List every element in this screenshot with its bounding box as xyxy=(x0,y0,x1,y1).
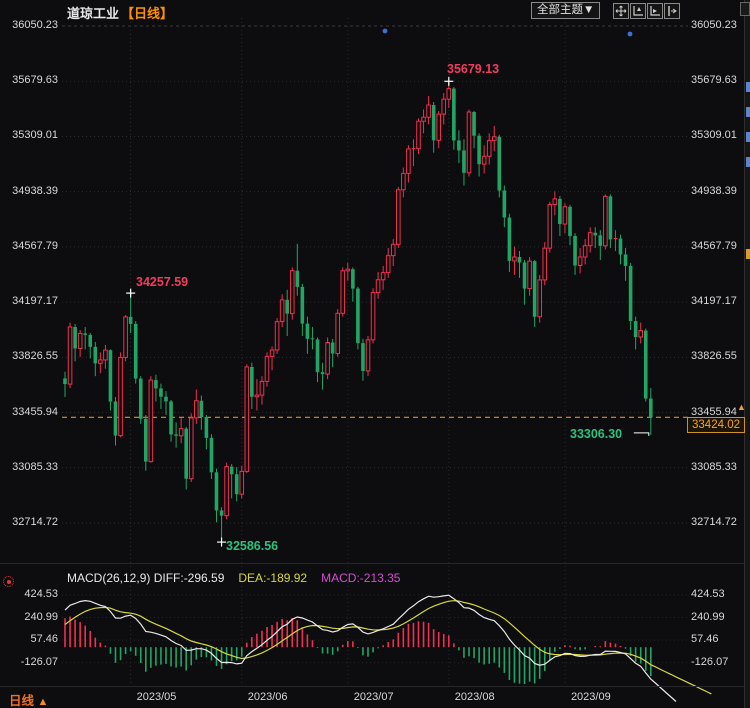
event-marker-icon xyxy=(382,28,388,34)
clipped-panel-text xyxy=(746,132,750,142)
y-axis-label: 33826.55 xyxy=(691,350,737,363)
pane-divider xyxy=(0,563,750,564)
clipped-panel-text xyxy=(746,249,750,259)
x-axis-zoom-icon[interactable] xyxy=(647,3,663,19)
y-axis-label: 57.46 xyxy=(691,633,719,646)
theme-selector-dropdown[interactable]: 全部主题▼ xyxy=(531,2,601,19)
clipped-panel-text xyxy=(746,107,750,117)
y-axis-label: 33455.94 xyxy=(12,405,58,418)
y-axis-label: 424.53 xyxy=(691,587,725,600)
timeframe-up-arrow-icon: ▲ xyxy=(37,696,49,708)
y-axis-label: 33085.33 xyxy=(12,460,58,473)
collapsed-quote-panel[interactable] xyxy=(744,0,750,708)
clipped-panel-text xyxy=(746,157,750,167)
y-axis-label: 34938.39 xyxy=(12,184,58,197)
y-axis-label: 33826.55 xyxy=(12,350,58,363)
macd-dea-value: DEA:-189.92 xyxy=(238,571,308,585)
recent-low-annotation: 33306.30 xyxy=(570,427,623,441)
y-axis-label: 34197.17 xyxy=(691,295,737,308)
last-price-tag: 33424.02 xyxy=(687,417,745,433)
timeframe-selector[interactable]: 日线 ▲ xyxy=(9,690,48,708)
panel-expand-button[interactable] xyxy=(740,2,750,16)
timeframe-label: 日线 xyxy=(9,694,35,708)
y-axis-label: 34197.17 xyxy=(12,295,58,308)
y-axis-label: 34567.79 xyxy=(691,239,737,252)
macd-bar-value: MACD:-213.35 xyxy=(321,571,401,585)
y-axis-label: 424.53 xyxy=(24,587,58,600)
y-axis-label: 33085.33 xyxy=(691,460,737,473)
y-axis-label: 240.99 xyxy=(24,610,58,623)
price-scroll-arrow-icon[interactable]: ▲ xyxy=(737,402,746,412)
x-axis-label: 2023/06 xyxy=(247,691,288,703)
timeframe-tag: 【日线】 xyxy=(121,6,174,21)
y-axis-label: 32714.72 xyxy=(12,515,58,528)
high-annotation: 35679.13 xyxy=(447,62,500,76)
event-marker-icon xyxy=(627,31,633,37)
y-axis-label: -126.07 xyxy=(691,655,729,668)
y-axis-label: 57.46 xyxy=(30,633,58,646)
y-axis-label: -126.07 xyxy=(20,655,58,668)
x-axis-label: 2023/07 xyxy=(353,691,394,703)
x-axis-label: 2023/08 xyxy=(454,691,495,703)
y-axis-label: 33455.94 xyxy=(691,405,737,418)
y-axis-zoom-icon[interactable] xyxy=(630,3,646,19)
y-axis-label: 36050.23 xyxy=(691,19,737,31)
macd-diff-value: MACD(26,12,9) DIFF:-296.59 xyxy=(67,571,225,585)
axis-divider xyxy=(0,686,750,687)
macd-indicator-header: MACD(26,12,9) DIFF:-296.59 DEA:-189.92 MAC… xyxy=(67,571,414,585)
y-axis-label: 34567.79 xyxy=(12,239,58,252)
x-axis-label: 2023/09 xyxy=(570,691,611,703)
y-axis-label: 35309.01 xyxy=(12,129,58,142)
x-axis-label: 2023/05 xyxy=(136,691,177,703)
y-axis-label: 35679.63 xyxy=(12,74,58,87)
y-axis-label: 34938.39 xyxy=(691,184,737,197)
y-axis-label: 32714.72 xyxy=(691,515,737,528)
clipped-panel-text xyxy=(746,82,750,92)
pan-crosshair-icon[interactable] xyxy=(613,3,629,19)
y-axis-label: 36050.23 xyxy=(12,19,58,31)
symbol-name: 道琼工业 xyxy=(67,6,120,21)
swing-high-annotation: 34257.59 xyxy=(136,275,189,289)
low-annotation: 32586.56 xyxy=(226,539,279,553)
indicator-settings-icon[interactable] xyxy=(3,576,14,587)
y-axis-label: 35309.01 xyxy=(691,129,737,142)
y-axis-label: 35679.63 xyxy=(691,74,737,87)
y-axis-label: 240.99 xyxy=(691,610,725,623)
chart-title: 道琼工业 【日线】 xyxy=(67,3,173,22)
shift-right-icon[interactable] xyxy=(664,3,680,19)
